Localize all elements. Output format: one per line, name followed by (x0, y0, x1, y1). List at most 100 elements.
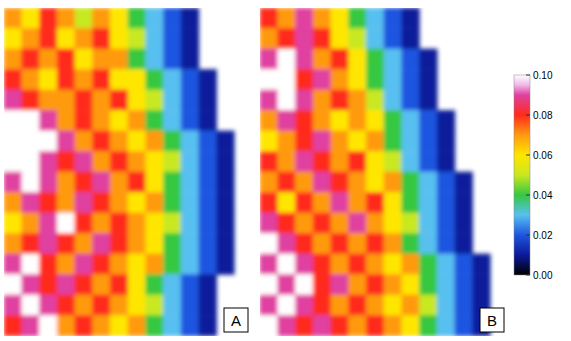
heat-cell (419, 172, 437, 193)
heat-cell (145, 172, 163, 193)
heat-cell (128, 151, 146, 172)
heat-cell (277, 213, 295, 234)
heat-cell (419, 110, 437, 131)
heat-cell (455, 233, 473, 254)
heat-cell (401, 192, 419, 213)
heat-cell (163, 233, 181, 254)
heat-cell (39, 49, 57, 70)
heat-cell (260, 172, 278, 193)
heat-cell (145, 151, 163, 172)
heat-cell (181, 295, 199, 316)
heat-cell (181, 49, 199, 70)
heat-cell (57, 274, 75, 295)
colorbar-tick-label: 0.00 (533, 270, 553, 281)
heat-cell (260, 315, 278, 336)
heat-cell (384, 28, 402, 49)
heat-cell (163, 172, 181, 193)
heat-cell (181, 131, 199, 152)
heat-cell (455, 192, 473, 213)
heat-cell (163, 315, 181, 336)
heat-cell (145, 69, 163, 90)
heat-cell (163, 69, 181, 90)
heat-cell (128, 233, 146, 254)
heat-cell (181, 315, 199, 336)
heat-cell (401, 28, 419, 49)
heat-cell (75, 28, 93, 49)
heat-cell (472, 274, 490, 295)
heat-cell (313, 315, 331, 336)
heat-cell (39, 151, 57, 172)
heat-cell (401, 8, 419, 29)
heat-cell (145, 274, 163, 295)
heat-cell (295, 315, 313, 336)
heat-cell (277, 192, 295, 213)
heat-cell (21, 213, 39, 234)
heat-cell (39, 213, 57, 234)
heat-cell (21, 131, 39, 152)
heat-cell (437, 192, 455, 213)
heat-cell (384, 213, 402, 234)
heat-cell (110, 49, 128, 70)
heat-cell (260, 49, 278, 70)
heat-cell (110, 254, 128, 275)
heat-cell (455, 213, 473, 234)
heat-cell (199, 69, 217, 90)
heat-cell (92, 315, 110, 336)
heat-cell (295, 192, 313, 213)
heat-cell (384, 69, 402, 90)
heat-cell (110, 274, 128, 295)
heat-cell (21, 295, 39, 316)
colorbar-tick-label: 0.10 (533, 70, 553, 81)
heat-cell (75, 90, 93, 111)
heat-cell (128, 49, 146, 70)
heat-cell (199, 192, 217, 213)
heat-cell (21, 28, 39, 49)
heat-cell (216, 151, 234, 172)
heat-cell (331, 274, 349, 295)
heat-cell (110, 172, 128, 193)
heat-cell (331, 151, 349, 172)
heat-cell (4, 295, 22, 316)
heat-cell (145, 254, 163, 275)
heat-cell (39, 131, 57, 152)
heat-cell (57, 131, 75, 152)
heat-cell (331, 295, 349, 316)
heat-cell (57, 213, 75, 234)
heat-cell (92, 274, 110, 295)
heat-cell (401, 151, 419, 172)
heat-cell (313, 69, 331, 90)
heat-cell (295, 213, 313, 234)
heat-cell (75, 110, 93, 131)
heat-cell (401, 69, 419, 90)
heat-cell (419, 213, 437, 234)
heat-cell (163, 8, 181, 29)
heat-cell (110, 315, 128, 336)
heat-cell (110, 69, 128, 90)
heat-cell (216, 131, 234, 152)
heat-cell (401, 274, 419, 295)
colorbar-tick-label: 0.08 (533, 110, 553, 121)
heat-cell (75, 315, 93, 336)
heat-cell (348, 8, 366, 29)
heat-cell (419, 233, 437, 254)
heat-cell (401, 315, 419, 336)
colorbar-tick (526, 195, 530, 196)
heat-cell (145, 295, 163, 316)
heat-cell (366, 274, 384, 295)
heat-cell (39, 192, 57, 213)
heat-cell (331, 131, 349, 152)
heat-cell (348, 172, 366, 193)
heat-cell (260, 254, 278, 275)
heat-cell (348, 28, 366, 49)
heat-cell (366, 213, 384, 234)
heat-cell (313, 90, 331, 111)
heat-cell (384, 49, 402, 70)
heat-cell (437, 172, 455, 193)
heat-cell (277, 8, 295, 29)
heat-cell (92, 192, 110, 213)
heat-cell (384, 131, 402, 152)
heat-cell (128, 315, 146, 336)
heat-cell (75, 295, 93, 316)
heat-cell (366, 110, 384, 131)
heat-cell (455, 172, 473, 193)
